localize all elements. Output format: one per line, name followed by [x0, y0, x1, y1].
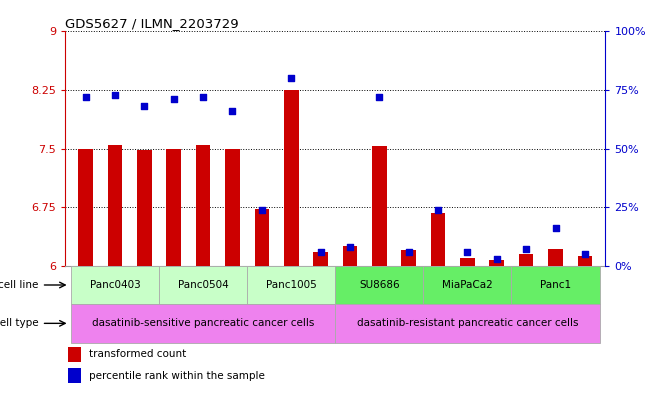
Point	[345, 244, 355, 250]
Text: cell line: cell line	[0, 280, 38, 290]
Point	[462, 249, 473, 255]
Bar	[68, 347, 81, 362]
Point	[492, 255, 502, 262]
Text: transformed count: transformed count	[89, 349, 187, 360]
Bar	[519, 254, 533, 266]
Point	[579, 251, 590, 257]
Point	[227, 108, 238, 114]
Bar	[401, 250, 416, 266]
Bar	[225, 149, 240, 266]
Text: Panc1: Panc1	[540, 280, 571, 290]
Text: percentile rank within the sample: percentile rank within the sample	[89, 371, 266, 381]
Bar	[313, 252, 328, 266]
Point	[315, 249, 326, 255]
Bar	[335, 304, 600, 343]
Bar	[159, 266, 247, 304]
Bar	[423, 266, 512, 304]
Bar	[284, 90, 299, 266]
Bar	[137, 150, 152, 266]
Bar	[512, 266, 600, 304]
Text: dasatinib-resistant pancreatic cancer cells: dasatinib-resistant pancreatic cancer ce…	[357, 318, 578, 328]
Bar	[247, 266, 335, 304]
Text: cell type: cell type	[0, 318, 38, 328]
Text: dasatinib-sensitive pancreatic cancer cells: dasatinib-sensitive pancreatic cancer ce…	[92, 318, 314, 328]
Bar	[71, 304, 335, 343]
Point	[256, 206, 267, 213]
Bar	[577, 257, 592, 266]
Bar	[431, 213, 445, 266]
Bar	[255, 209, 270, 266]
Text: Panc0504: Panc0504	[178, 280, 229, 290]
Text: Panc1005: Panc1005	[266, 280, 316, 290]
Point	[139, 103, 150, 110]
Bar	[548, 249, 563, 266]
Bar	[78, 149, 93, 266]
Point	[110, 92, 120, 98]
Bar	[335, 266, 423, 304]
Point	[286, 75, 296, 81]
Bar	[460, 258, 475, 266]
Point	[433, 206, 443, 213]
Text: GDS5627 / ILMN_2203729: GDS5627 / ILMN_2203729	[65, 17, 239, 30]
Text: MiaPaCa2: MiaPaCa2	[442, 280, 493, 290]
Text: SU8686: SU8686	[359, 280, 400, 290]
Point	[81, 94, 91, 100]
Point	[169, 96, 179, 103]
Bar	[71, 266, 159, 304]
Bar	[68, 368, 81, 383]
Bar	[196, 145, 210, 266]
Point	[404, 249, 414, 255]
Bar	[372, 146, 387, 266]
Text: Panc0403: Panc0403	[90, 280, 141, 290]
Bar	[490, 259, 504, 266]
Bar	[167, 149, 181, 266]
Point	[374, 94, 385, 100]
Bar	[342, 246, 357, 266]
Bar	[107, 145, 122, 266]
Point	[521, 246, 531, 253]
Point	[198, 94, 208, 100]
Point	[550, 225, 561, 231]
